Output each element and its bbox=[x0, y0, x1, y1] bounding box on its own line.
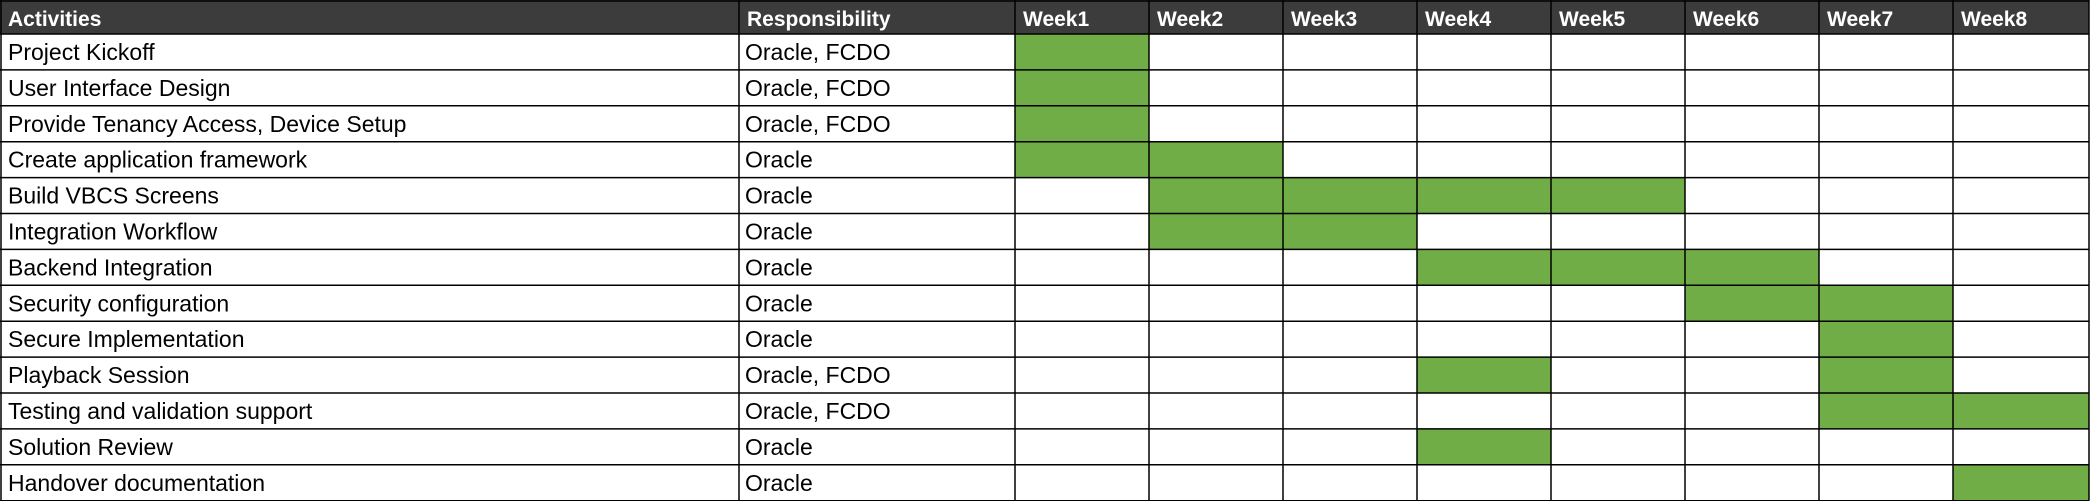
responsibility-label: Oracle bbox=[745, 434, 813, 460]
activity-label: Handover documentation bbox=[8, 470, 265, 496]
activity-label: Build VBCS Screens bbox=[8, 183, 219, 209]
gantt-bar bbox=[1417, 428, 1551, 465]
responsibility-label: Oracle, FCDO bbox=[745, 111, 891, 137]
responsibility-label: Oracle bbox=[745, 147, 813, 173]
header-responsibility: Responsibility bbox=[747, 8, 891, 31]
activity-label: Playback Session bbox=[8, 362, 190, 388]
activity-label: Secure Implementation bbox=[8, 326, 245, 352]
gantt-bar bbox=[1149, 141, 1283, 178]
header-week-3: Week3 bbox=[1291, 8, 1357, 31]
responsibility-label: Oracle bbox=[745, 470, 813, 496]
activity-label: Security configuration bbox=[8, 290, 229, 316]
gantt-bar bbox=[1819, 321, 1953, 358]
activity-label: Integration Workflow bbox=[8, 219, 218, 245]
gantt-bar bbox=[1015, 105, 1149, 142]
header-week-8: Week8 bbox=[1961, 8, 2027, 31]
activity-label: Testing and validation support bbox=[8, 398, 313, 424]
gantt-bar bbox=[1819, 357, 1953, 393]
responsibility-label: Oracle, FCDO bbox=[745, 75, 891, 101]
gantt-bar bbox=[1015, 34, 1149, 70]
responsibility-label: Oracle, FCDO bbox=[745, 398, 891, 424]
header-week-6: Week6 bbox=[1693, 8, 1759, 31]
activity-label: Create application framework bbox=[8, 147, 308, 173]
gantt-bar bbox=[1685, 285, 1819, 322]
activity-label: Backend Integration bbox=[8, 254, 213, 280]
responsibility-label: Oracle bbox=[745, 290, 813, 316]
responsibility-label: Oracle bbox=[745, 219, 813, 245]
header-week-7: Week7 bbox=[1827, 8, 1893, 31]
responsibility-label: Oracle bbox=[745, 254, 813, 280]
activity-label: User Interface Design bbox=[8, 75, 230, 101]
activity-label: Provide Tenancy Access, Device Setup bbox=[8, 111, 406, 137]
gantt-bar bbox=[1149, 177, 1283, 214]
responsibility-label: Oracle bbox=[745, 183, 813, 209]
gantt-bar bbox=[1015, 69, 1149, 106]
activity-label: Solution Review bbox=[8, 434, 173, 460]
responsibility-label: Oracle, FCDO bbox=[745, 39, 891, 65]
header-week-2: Week2 bbox=[1157, 8, 1223, 31]
gantt-bar bbox=[1283, 213, 1417, 250]
gantt-bar bbox=[1685, 249, 1819, 286]
gantt-bar bbox=[1819, 393, 1953, 429]
header-activities: Activities bbox=[8, 8, 101, 31]
gantt-bar bbox=[1417, 357, 1551, 393]
gantt-bar bbox=[1417, 177, 1551, 214]
gantt-bar bbox=[1551, 249, 1685, 286]
header-week-4: Week4 bbox=[1425, 8, 1491, 31]
gantt-bar bbox=[1015, 141, 1149, 178]
gantt-bar bbox=[1149, 213, 1283, 250]
responsibility-label: Oracle, FCDO bbox=[745, 362, 891, 388]
gantt-bar bbox=[1417, 249, 1551, 286]
header-week-5: Week5 bbox=[1559, 8, 1625, 31]
gantt-bar bbox=[1953, 464, 2089, 501]
gantt-bar bbox=[1953, 393, 2089, 429]
activity-label: Project Kickoff bbox=[8, 39, 155, 65]
header-week-1: Week1 bbox=[1023, 8, 1089, 31]
gantt-bar bbox=[1283, 177, 1417, 214]
responsibility-label: Oracle bbox=[745, 326, 813, 352]
gantt-bar bbox=[1551, 177, 1685, 214]
header-row bbox=[0, 0, 2089, 34]
gantt-bar bbox=[1819, 285, 1953, 322]
